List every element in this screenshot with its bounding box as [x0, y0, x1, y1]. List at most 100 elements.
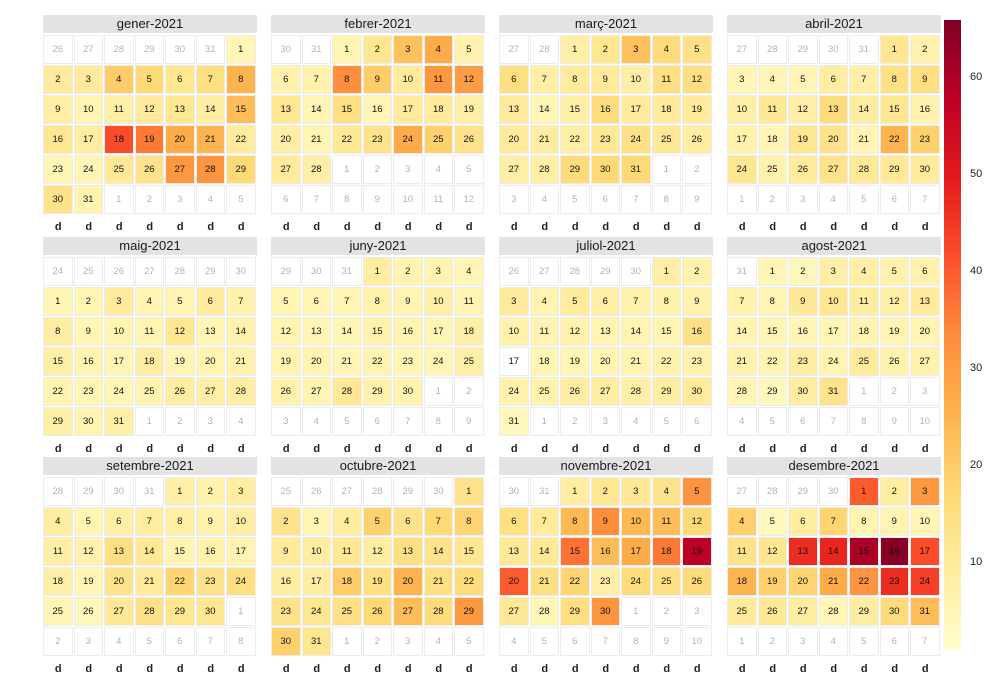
day-cell: 24: [226, 567, 256, 596]
day-cell: 27: [271, 155, 301, 184]
legend-tick-label: 30: [970, 361, 983, 374]
out-of-month-day-cell: 5: [849, 185, 879, 214]
day-cell: 24: [727, 155, 757, 184]
day-cell: 8: [332, 65, 362, 94]
weekday-label: d: [860, 443, 868, 455]
day-cell: 9: [393, 287, 423, 316]
month-panel: novembre-2021 30 31 1 2 3 4 5 6 7 8 9 10 11 12 13 14 15 16…: [499, 457, 713, 675]
day-cell: 9: [73, 317, 104, 346]
day-cell: 4: [849, 257, 879, 286]
day-cell: 25: [104, 155, 134, 184]
weekday-label: d: [921, 221, 929, 233]
day-cell: 22: [757, 347, 788, 376]
weekday-label: d: [207, 663, 215, 675]
out-of-month-day-cell: 4: [195, 185, 226, 214]
day-cell: 3: [818, 257, 849, 286]
weekday-label: d: [282, 443, 290, 455]
day-cell: 10: [621, 65, 651, 94]
out-of-month-day-cell: 28: [104, 35, 134, 64]
day-cell: 22: [332, 125, 362, 154]
out-of-month-day-cell: 3: [73, 627, 104, 656]
day-cell: 15: [879, 95, 910, 124]
out-of-month-day-cell: 1: [849, 377, 879, 406]
day-cell: 24: [104, 377, 134, 406]
out-of-month-day-cell: 24: [43, 257, 73, 286]
weekday-label: d: [374, 443, 382, 455]
out-of-month-day-cell: 29: [590, 257, 621, 286]
out-of-month-day-cell: 3: [165, 185, 195, 214]
day-cell: 20: [393, 567, 423, 596]
day-cell: 13: [910, 287, 940, 316]
day-cell: 26: [362, 597, 393, 626]
day-cell: 11: [727, 537, 757, 566]
day-cell: 13: [788, 537, 818, 566]
weekday-label: d: [146, 443, 154, 455]
day-cell: 3: [393, 35, 423, 64]
day-cell: 30: [195, 597, 226, 626]
day-cell: 22: [454, 567, 484, 596]
weekday-label: d: [799, 221, 807, 233]
weekday-label: d: [602, 663, 610, 675]
day-cell: 24: [423, 347, 454, 376]
day-cell: 20: [165, 125, 195, 154]
day-cell: 16: [73, 347, 104, 376]
month-grid: 25 26 27 28 29 30 1 2 3 4 5 6 7 8 9 10 11 12 13 14 15 16 17 18 1…: [271, 477, 485, 675]
day-cell: 28: [226, 377, 256, 406]
day-cell: 20: [590, 347, 621, 376]
day-cell: 27: [499, 155, 529, 184]
day-cell: 21: [621, 347, 651, 376]
day-cell: 27: [393, 597, 423, 626]
day-cell: 31: [73, 185, 104, 214]
day-cell: 24: [301, 597, 332, 626]
day-cell: 5: [134, 65, 165, 94]
day-cell: 19: [362, 567, 393, 596]
weekday-label: d: [465, 443, 473, 455]
month-title: febrer-2021: [271, 15, 485, 33]
weekday-label: d: [830, 443, 838, 455]
weekday-label: d: [891, 443, 899, 455]
day-cell: 19: [271, 347, 301, 376]
day-cell: 29: [849, 597, 879, 626]
out-of-month-day-cell: 8: [226, 627, 256, 656]
day-cell: 7: [529, 507, 560, 536]
out-of-month-day-cell: 2: [879, 377, 910, 406]
day-cell: 12: [362, 537, 393, 566]
day-cell: 20: [271, 125, 301, 154]
day-cell: 10: [301, 537, 332, 566]
out-of-month-day-cell: 6: [590, 185, 621, 214]
out-of-month-day-cell: 1: [134, 407, 165, 436]
day-cell: 27: [195, 377, 226, 406]
day-cell: 5: [879, 257, 910, 286]
day-cell: 22: [879, 125, 910, 154]
day-cell: 26: [165, 377, 195, 406]
month-panel: juny-2021 29 30 31 1 2 3 4 5 6 7 8 9 10 11 12 13 14 15 16 17…: [271, 237, 485, 455]
out-of-month-day-cell: 31: [332, 257, 362, 286]
month-grid: 30 31 1 2 3 4 5 6 7 8 9 10 11 12 13 14 15 16 17 18 19 20 21 22 2…: [499, 477, 713, 675]
month-grid: 30 31 1 2 3 4 5 6 7 8 9 10 11 12 13 14 15 16 17 18 19 20 21 22 2…: [271, 35, 485, 233]
day-cell: 16: [43, 125, 73, 154]
weekday-label: d: [693, 443, 701, 455]
weekday-label: d: [313, 221, 321, 233]
month-panel: octubre-2021 25 26 27 28 29 30 1 2 3 4 5 6 7 8 9 10 11 12 1…: [271, 457, 485, 675]
out-of-month-day-cell: 1: [529, 407, 560, 436]
day-cell: 13: [499, 95, 529, 124]
out-of-month-day-cell: 4: [423, 155, 454, 184]
out-of-month-day-cell: 3: [788, 627, 818, 656]
day-cell: 1: [560, 35, 590, 64]
day-cell: 3: [621, 477, 651, 506]
weekday-label: d: [115, 221, 123, 233]
day-cell: 17: [301, 567, 332, 596]
day-cell: 18: [423, 95, 454, 124]
day-cell: 23: [682, 347, 712, 376]
day-cell: 14: [423, 537, 454, 566]
day-cell: 20: [301, 347, 332, 376]
out-of-month-day-cell: 4: [818, 185, 849, 214]
day-cell: 1: [362, 257, 393, 286]
day-cell: 1: [879, 35, 910, 64]
day-cell: 23: [590, 567, 621, 596]
day-cell: 6: [165, 65, 195, 94]
day-cell: 30: [590, 597, 621, 626]
out-of-month-day-cell: 3: [590, 407, 621, 436]
day-cell: 12: [271, 317, 301, 346]
day-cell: 15: [165, 537, 195, 566]
